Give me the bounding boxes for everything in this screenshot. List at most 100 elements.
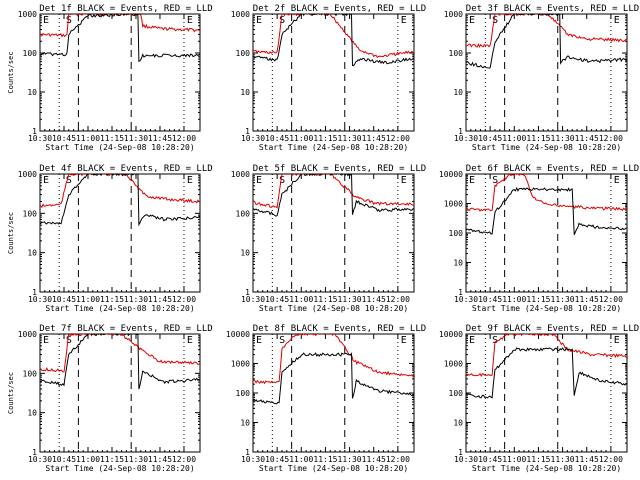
x-tick-label: 11:00 [502, 134, 526, 143]
chart-panel-9: 10:30 10:45 11:00 11:15 11:30 11:45 12:00 1 10 10… [439, 324, 639, 473]
x-axis-label: Start Time (24-Sep-08 10:28:20) [259, 464, 408, 473]
y-tick-label: 100 [449, 229, 464, 238]
y-tick-label: 1000 [231, 360, 250, 369]
x-tick-label: 12:00 [386, 134, 410, 143]
x-axis-label: Start Time (24-Sep-08 10:28:20) [259, 143, 408, 152]
x-tick-label: 11:45 [575, 134, 599, 143]
x-tick-label: 10:45 [52, 455, 76, 464]
x-tick-label: 11:00 [289, 295, 313, 304]
x-tick-label: 11:00 [289, 134, 313, 143]
lld-series-line [40, 14, 200, 38]
x-axis-label: Start Time (24-Sep-08 10:28:20) [472, 304, 621, 313]
y-tick-label: 100 [236, 209, 251, 218]
plot-frame [252, 13, 415, 132]
y-tick-label: 1000 [444, 360, 463, 369]
x-tick-label: 11:45 [362, 455, 386, 464]
chart-title: Det 6f BLACK = Events, RED = LLD [466, 164, 639, 174]
events-series-line [40, 334, 200, 390]
interval-marker-e: E [469, 175, 475, 186]
x-tick-label: 10:30 [241, 295, 265, 304]
lld-series-line [40, 334, 200, 373]
events-series-line [40, 174, 200, 227]
x-tick-label: 10:45 [478, 295, 502, 304]
x-tick-label: 11:30 [338, 134, 362, 143]
interval-marker-s: S [66, 15, 72, 26]
y-tick-label: 1 [458, 127, 463, 136]
interval-marker-e: E [401, 175, 407, 186]
series-group [253, 334, 414, 405]
interval-marker-e: E [401, 15, 407, 26]
y-tick-label: 10 [27, 409, 37, 418]
events-series-line [466, 347, 627, 399]
chart-panel-5: 10:30 10:45 11:00 11:15 11:30 11:45 12:00 1 10 10… [231, 164, 426, 313]
series-group [466, 14, 627, 69]
x-tick-label: 11:15 [526, 455, 550, 464]
x-tick-label: 11:30 [551, 134, 575, 143]
y-tick-label: 1000 [231, 170, 250, 179]
chart-title: Det 8f BLACK = Events, RED = LLD [253, 324, 426, 334]
lld-series-line [253, 14, 414, 59]
y-tick-label: 10000 [439, 170, 463, 179]
y-tick-label: 100 [236, 389, 251, 398]
x-tick-label: 11:30 [338, 455, 362, 464]
interval-marker-e: E [401, 335, 407, 346]
y-tick-label: 100 [23, 369, 38, 378]
chart-title: Det 7f BLACK = Events, RED = LLD [39, 324, 212, 334]
x-tick-label: 10:30 [241, 134, 265, 143]
interval-marker-e: E [43, 335, 49, 346]
y-tick-label: 10 [240, 88, 250, 97]
x-tick-label: 12:00 [599, 295, 623, 304]
x-tick-label: 11:15 [313, 295, 337, 304]
x-tick-label: 11:15 [100, 134, 124, 143]
x-tick-label: 10:45 [478, 455, 502, 464]
interval-marker-s: S [279, 335, 285, 346]
x-tick-label: 11:30 [124, 295, 148, 304]
x-tick-label: 11:30 [338, 295, 362, 304]
interval-marker-e: E [614, 335, 620, 346]
y-tick-label: 10 [453, 88, 463, 97]
chart-title: Det 9f BLACK = Events, RED = LLD [466, 324, 639, 334]
x-tick-label: 10:30 [241, 455, 265, 464]
lld-series-line [253, 174, 414, 209]
x-tick-label: 11:00 [76, 295, 100, 304]
x-axis-label: Start Time (24-Sep-08 10:28:20) [45, 143, 194, 152]
x-tick-label: 11:45 [362, 295, 386, 304]
y-tick-label: 10000 [226, 330, 250, 339]
lld-series-line [466, 14, 627, 49]
y-tick-label: 10 [27, 88, 37, 97]
interval-marker-s: S [492, 335, 498, 346]
y-tick-label: 1 [245, 288, 250, 297]
x-tick-label: 11:45 [148, 295, 172, 304]
interval-marker-e: E [43, 175, 49, 186]
series-group [40, 334, 200, 390]
y-axis-label: Counts/sec [7, 372, 15, 414]
chart-panel-2: 10:30 10:45 11:00 11:15 11:30 11:45 12:00 1 10 10… [231, 4, 426, 152]
y-tick-label: 1 [458, 288, 463, 297]
x-tick-label: 12:00 [172, 455, 196, 464]
chart-title: Det 2f BLACK = Events, RED = LLD [253, 4, 426, 14]
plot-frame [39, 13, 201, 132]
y-tick-label: 10 [240, 419, 250, 428]
chart-title: Det 1f BLACK = Events, RED = LLD [39, 4, 212, 14]
x-tick-label: 11:45 [362, 134, 386, 143]
x-tick-label: 11:30 [124, 455, 148, 464]
x-axis-label: Start Time (24-Sep-08 10:28:20) [472, 143, 621, 152]
interval-marker-s: S [279, 175, 285, 186]
y-axis-label: Counts/sec [7, 212, 15, 254]
y-tick-label: 10 [240, 249, 250, 258]
plot-frame [252, 333, 415, 453]
chart-panel-7: 10:30 10:45 11:00 11:15 11:30 11:45 12:00 1 10 10… [7, 324, 213, 473]
chart-panel-1: 10:30 10:45 11:00 11:15 11:30 11:45 12:00 1 10 10… [7, 4, 213, 152]
interval-marker-s: S [492, 175, 498, 186]
x-axis-label: Start Time (24-Sep-08 10:28:20) [45, 304, 194, 313]
events-series-line [466, 186, 627, 235]
plot-frame [465, 13, 628, 132]
chart-panel-6: 10:30 10:45 11:00 11:15 11:30 11:45 12:00 1 10 10… [439, 164, 639, 313]
x-tick-label: 11:00 [502, 295, 526, 304]
x-tick-label: 10:45 [265, 134, 289, 143]
x-tick-label: 12:00 [172, 134, 196, 143]
interval-marker-e: E [614, 175, 620, 186]
x-tick-label: 10:30 [454, 455, 478, 464]
x-tick-label: 10:30 [28, 455, 52, 464]
